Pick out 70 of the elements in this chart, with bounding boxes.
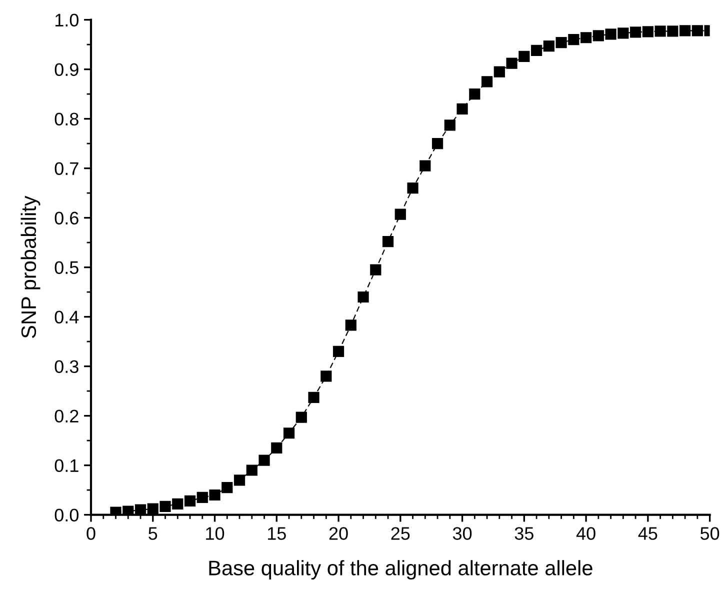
- point: [160, 500, 171, 512]
- point: [420, 160, 431, 172]
- y-tick-label: 0.1: [54, 459, 78, 472]
- point: [134, 504, 146, 515]
- x-tick-label: 25: [391, 527, 410, 540]
- y-tick-label: 0.5: [54, 261, 78, 274]
- point: [518, 50, 530, 62]
- point: [147, 503, 158, 514]
- point: [444, 120, 456, 131]
- point: [494, 66, 505, 78]
- y-tick-label: 0.4: [54, 310, 79, 324]
- y-tick-label: 1.0: [55, 14, 78, 27]
- y-tick-label: 0.2: [54, 410, 78, 423]
- y-axis-title: SNP probability: [20, 196, 40, 338]
- point: [196, 492, 208, 504]
- point: [679, 25, 691, 36]
- point: [630, 26, 642, 38]
- x-tick-label: 10: [206, 527, 224, 540]
- y-tick-label: 0.8: [54, 112, 78, 126]
- point: [234, 474, 246, 486]
- x-tick-label: 35: [514, 527, 534, 540]
- x-tick-label: 40: [576, 527, 596, 540]
- x-tick-label: 45: [638, 527, 658, 540]
- point: [358, 291, 369, 303]
- point: [667, 26, 678, 37]
- x-tick-label: 5: [148, 527, 158, 540]
- point: [469, 88, 480, 100]
- point: [172, 498, 184, 510]
- point: [605, 28, 616, 40]
- point: [506, 58, 518, 69]
- point: [592, 30, 604, 42]
- point: [370, 264, 382, 276]
- x-tick-label: 15: [268, 527, 286, 540]
- point: [283, 428, 295, 439]
- point: [308, 392, 320, 404]
- point: [296, 412, 307, 423]
- point: [258, 454, 270, 466]
- point: [382, 236, 394, 248]
- point: [692, 25, 703, 36]
- y-tick-label: 0.7: [54, 162, 78, 176]
- point: [456, 103, 468, 114]
- x-tick-label: 50: [700, 527, 720, 540]
- y-tick-label: 0.9: [54, 63, 78, 76]
- y-tick-label: 0.6: [54, 212, 78, 225]
- point: [271, 442, 282, 454]
- point: [209, 489, 220, 501]
- point: [394, 208, 406, 220]
- point: [568, 34, 580, 46]
- point: [246, 464, 258, 476]
- x-tick-label: 30: [452, 527, 472, 540]
- point: [332, 346, 344, 358]
- point: [618, 28, 629, 39]
- point: [432, 138, 444, 150]
- x-axis-title: Base quality of the aligned alternate allele: [209, 560, 592, 580]
- x-tick-label: 0: [86, 527, 96, 540]
- point: [320, 370, 332, 382]
- point: [184, 495, 196, 506]
- point: [654, 26, 666, 37]
- point: [543, 40, 554, 52]
- point: [222, 482, 233, 494]
- point: [580, 32, 592, 44]
- point: [345, 320, 356, 331]
- point: [407, 182, 418, 194]
- point: [481, 76, 493, 88]
- point: [556, 37, 567, 48]
- point: [642, 26, 654, 38]
- point: [530, 44, 542, 56]
- x-tick-label: 20: [329, 527, 348, 540]
- y-tick-label: 0.0: [54, 508, 78, 522]
- y-tick-label: 0.3: [54, 360, 78, 374]
